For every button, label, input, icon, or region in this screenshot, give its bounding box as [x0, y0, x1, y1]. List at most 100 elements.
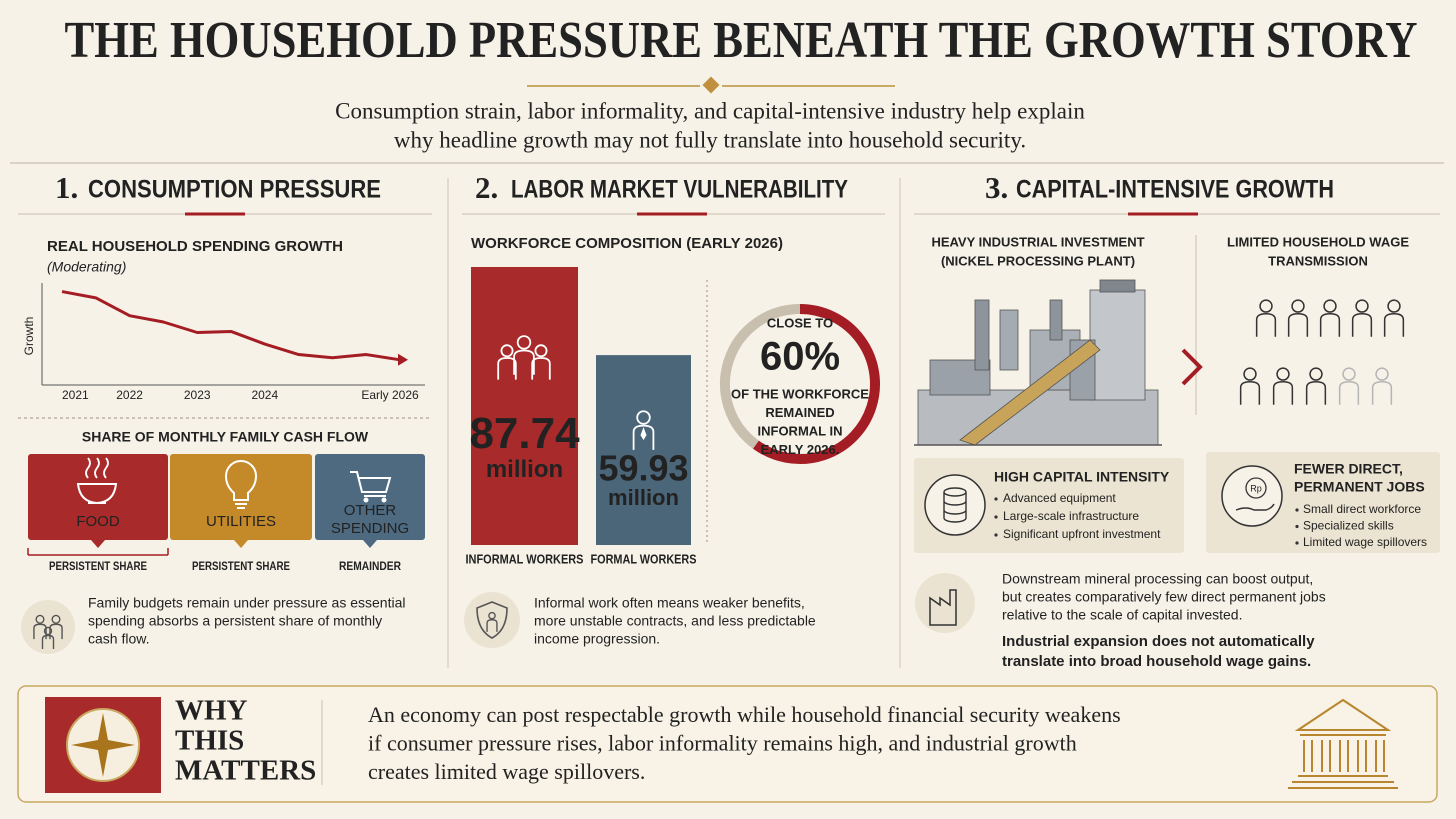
- person-body: [531, 357, 551, 380]
- factory-part: [1099, 279, 1136, 293]
- box-title: FEWER DIRECT,: [1294, 461, 1403, 477]
- chart-subtitle: (Moderating): [47, 259, 126, 275]
- bar: [471, 267, 578, 545]
- note-text: income progression.: [534, 631, 660, 647]
- note-text: but creates comparatively few direct per…: [1002, 589, 1326, 605]
- person-head: [1259, 299, 1273, 313]
- donut-rest: [720, 304, 801, 449]
- temple-column: [1375, 740, 1385, 772]
- x-tick-label: 2022: [116, 388, 143, 402]
- cash-flow-box: [28, 454, 168, 540]
- person-body: [1319, 312, 1341, 337]
- person-head: [1387, 299, 1401, 313]
- why-text: if consumer pressure rises, labor inform…: [368, 731, 1077, 756]
- donut-text: EARLY 2026.: [761, 442, 840, 457]
- person-body: [1239, 380, 1261, 405]
- person-body: [1383, 312, 1405, 337]
- person-head: [516, 335, 532, 350]
- tie-icon: [640, 427, 647, 441]
- note-text: spending absorbs a persistent share of m…: [88, 613, 382, 629]
- chevron: [1181, 348, 1203, 386]
- bar-value: 87.74: [469, 409, 580, 458]
- x-tick-label: Early 2026: [361, 388, 419, 402]
- box-note: REMAINDER: [339, 559, 401, 573]
- icon-label: Rp: [1250, 483, 1262, 493]
- factory-part: [974, 299, 990, 371]
- shield-icon: [476, 601, 508, 639]
- bullet: [994, 515, 998, 519]
- temple-column: [1321, 740, 1331, 772]
- box-title: HIGH CAPITAL INTENSITY: [994, 469, 1170, 485]
- subtitle: Consumption strain, labor informality, a…: [335, 98, 1085, 123]
- box-title: PERMANENT JOBS: [1294, 479, 1425, 495]
- emphasis-text: Industrial expansion does not automatica…: [1002, 633, 1315, 650]
- person-body: [1371, 380, 1393, 405]
- cart-wheel: [381, 497, 387, 503]
- sub-heading: HEAVY INDUSTRIAL INVESTMENT: [931, 234, 1144, 249]
- bar-label: INFORMAL WORKERS: [466, 551, 584, 566]
- bar: [596, 355, 691, 545]
- bar-label: FORMAL WORKERS: [591, 551, 697, 566]
- person-head: [1342, 367, 1356, 381]
- note-text: Downstream mineral processing can boost …: [1002, 571, 1313, 587]
- chart-title: REAL HOUSEHOLD SPENDING GROWTH: [47, 238, 343, 255]
- bullet-text: Small direct workforce: [1303, 502, 1421, 516]
- person-head: [43, 626, 53, 636]
- temple-column: [1357, 740, 1367, 772]
- person-head: [1355, 299, 1369, 313]
- box-pointer: [234, 540, 248, 548]
- person-head: [1375, 367, 1389, 381]
- temple-roof: [1294, 698, 1392, 736]
- donut-text: REMAINED: [765, 405, 834, 420]
- box-label: SPENDING: [331, 520, 409, 537]
- compass-star: [71, 713, 135, 777]
- person-body: [1287, 312, 1309, 337]
- title: THE HOUSEHOLD PRESSURE BENEATH THE GROWT…: [65, 12, 1418, 69]
- bar-value: 59.93: [598, 447, 688, 488]
- bullet: [994, 533, 998, 537]
- chart-title: WORKFORCE COMPOSITION (EARLY 2026): [471, 235, 783, 252]
- emphasis-text: translate into broad household wage gain…: [1002, 653, 1311, 670]
- box-label: FOOD: [76, 513, 119, 530]
- person-body: [486, 619, 498, 632]
- donut-text: INFORMAL IN: [758, 423, 843, 438]
- person-body: [513, 349, 535, 375]
- bulb-icon: [224, 460, 258, 509]
- bullet: [1295, 524, 1299, 529]
- steam-icon: [85, 457, 109, 479]
- x-tick-label: 2024: [251, 388, 278, 402]
- donut-value-label: 60%: [760, 335, 840, 379]
- person-body: [33, 623, 47, 640]
- donut-text: CLOSE TO: [767, 315, 833, 330]
- note-text: more unstable contracts, and less predic…: [534, 613, 816, 629]
- temple-column: [1303, 740, 1313, 772]
- person-body: [1351, 312, 1373, 337]
- factory-part: [1089, 289, 1146, 401]
- person-head: [1291, 299, 1305, 313]
- person-head: [488, 611, 496, 620]
- bullet-text: Limited wage spillovers: [1303, 535, 1427, 549]
- section-number: 1.: [55, 170, 78, 205]
- note-text: Family budgets remain under pressure as …: [88, 595, 406, 611]
- cart-icon: [350, 471, 392, 497]
- why-text: An economy can post respectable growth w…: [368, 702, 1121, 727]
- sub-heading: (NICKEL PROCESSING PLANT): [941, 253, 1135, 268]
- donut-value: [752, 304, 880, 464]
- factory-part: [999, 309, 1019, 371]
- sub-heading: LIMITED HOUSEHOLD WAGE: [1227, 234, 1409, 249]
- subtitle: why headline growth may not fully transl…: [394, 127, 1026, 152]
- person-body: [632, 424, 655, 450]
- temple-column: [1339, 740, 1349, 772]
- person-head: [1276, 367, 1290, 381]
- note-icon-bg: [915, 573, 975, 633]
- person-head: [1323, 299, 1337, 313]
- section-heading: CAPITAL-INTENSIVE GROWTH: [1016, 176, 1334, 204]
- why-title: WHY: [175, 695, 248, 727]
- bullet: [1295, 541, 1299, 545]
- cash-flow-title: SHARE OF MONTHLY FAMILY CASH FLOW: [82, 429, 369, 445]
- donut-text: OF THE WORKFORCE: [731, 386, 869, 401]
- factory-illustration: [917, 279, 1159, 446]
- bullet-text: Specialized skills: [1303, 519, 1394, 533]
- box-pointer: [363, 540, 377, 548]
